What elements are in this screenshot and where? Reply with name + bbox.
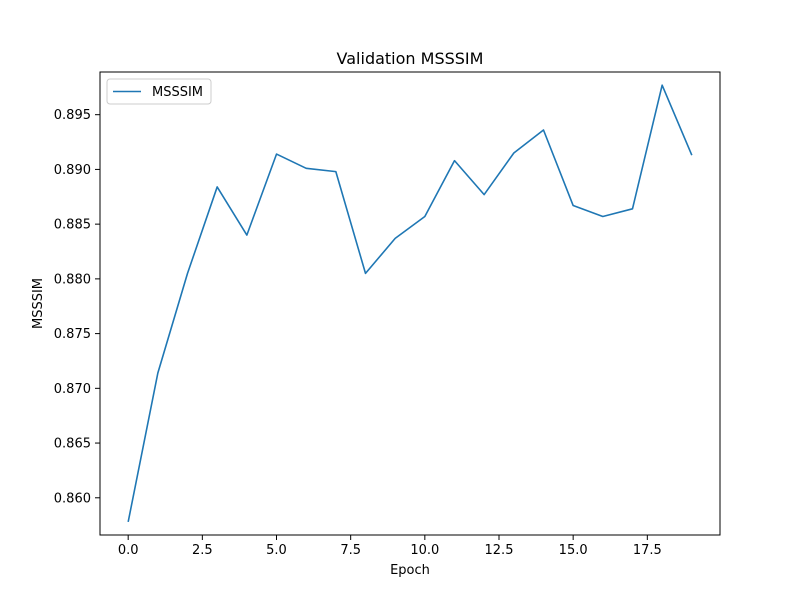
series-layer [127, 84, 693, 523]
legend: MSSSIM [106, 78, 212, 105]
y-tick-label: 0.860 [54, 491, 91, 506]
y-axis-ticks: 0.860 0.865 0.870 0.875 0.880 0.885 0.890 0.895 [54, 108, 100, 506]
y-tick-label: 0.890 [54, 163, 91, 178]
x-tick-label: 17.5 [633, 543, 662, 558]
plot-area [100, 72, 720, 535]
x-tick-label: 7.5 [340, 543, 361, 558]
plot-frame [99, 71, 721, 536]
y-tick-label: 0.895 [54, 108, 91, 123]
legend-label-msssim: MSSSIM [152, 85, 203, 100]
x-axis-label: Epoch [390, 563, 430, 578]
y-tick-label: 0.870 [54, 382, 91, 397]
x-tick-label: 2.5 [192, 543, 213, 558]
legend-box [106, 78, 212, 105]
y-tick-label: 0.880 [54, 272, 91, 287]
x-axis-ticks: 0.0 2.5 5.0 7.5 10.0 12.5 15.0 17.5 [118, 535, 662, 558]
y-tick-label: 0.875 [54, 327, 91, 342]
chart-title: Validation MSSSIM [337, 49, 484, 68]
x-tick-label: 0.0 [118, 543, 139, 558]
series-line-msssim [127, 84, 693, 523]
x-tick-label: 15.0 [559, 543, 588, 558]
y-tick-label: 0.865 [54, 437, 91, 452]
y-tick-label: 0.885 [54, 218, 91, 233]
y-axis-label: MSSSIM [31, 278, 46, 329]
x-tick-label: 12.5 [485, 543, 514, 558]
x-tick-label: 5.0 [266, 543, 287, 558]
x-tick-label: 10.0 [410, 543, 439, 558]
